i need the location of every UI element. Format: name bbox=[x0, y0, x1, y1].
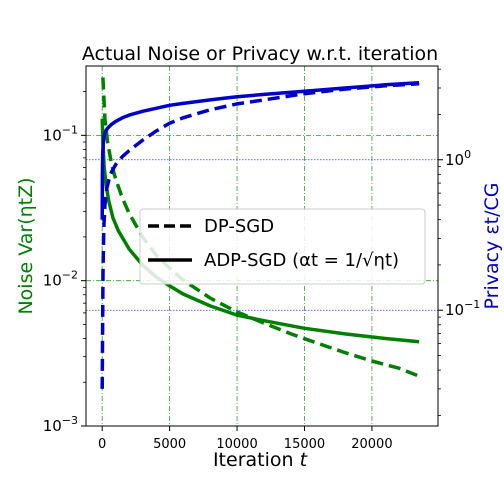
series-privacy-adp-sgd bbox=[100, 81, 420, 220]
y-left-tick-label: 10−1 bbox=[43, 123, 78, 144]
x-axis-label-var: t bbox=[300, 449, 309, 471]
x-tick-label: 10000 bbox=[216, 437, 257, 452]
series-privacy-dp-sgd bbox=[100, 82, 420, 389]
legend: DP-SGD ADP-SGD (αt = 1/√ηt) bbox=[139, 208, 426, 285]
legend-label-adp-sgd: ADP-SGD (αt = 1/√ηt) bbox=[204, 250, 399, 271]
legend-label-dp-sgd: DP-SGD bbox=[204, 216, 274, 237]
x-tick-label: 0 bbox=[98, 437, 106, 452]
chart-title: Actual Noise or Privacy w.r.t. iteration bbox=[82, 43, 438, 65]
axes-layer: 0 5000 10000 15000 20000 10−3 10−2 10−1 10−1 100 bbox=[43, 68, 480, 452]
x-tick-label: 15000 bbox=[284, 437, 325, 452]
legend-box bbox=[139, 208, 426, 285]
x-tick-label: 20000 bbox=[351, 437, 392, 452]
y-axis-right-label: Privacy εt/CG bbox=[481, 183, 503, 310]
y-left-tick-label: 10−3 bbox=[43, 414, 78, 435]
y-axis-left-label: Noise Var(ηtZ) bbox=[15, 177, 37, 314]
y-right-tick-label: 100 bbox=[445, 148, 471, 169]
y-right-tick-label: 10−1 bbox=[445, 298, 480, 319]
x-axis-label-word: Iteration bbox=[213, 449, 300, 471]
y-left-tick-label: 10−2 bbox=[43, 269, 78, 290]
x-axis-label: Iteration t bbox=[213, 449, 309, 471]
plot-frame bbox=[85, 65, 439, 427]
x-tick-label: 5000 bbox=[153, 437, 186, 452]
